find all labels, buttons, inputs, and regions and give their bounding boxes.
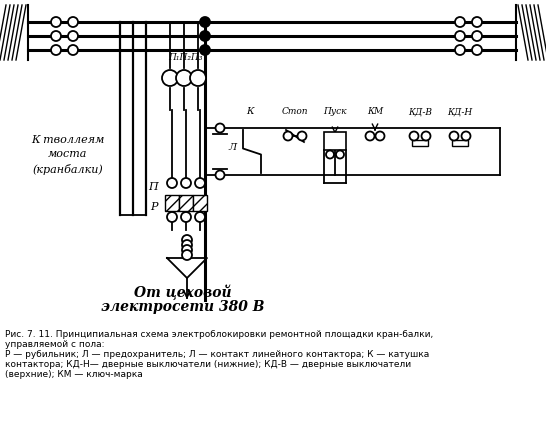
Text: Р: Р bbox=[151, 202, 158, 212]
Bar bbox=[324, 132, 346, 150]
Bar bbox=[165, 195, 179, 211]
Text: П₁П₂П₃: П₁П₂П₃ bbox=[168, 53, 203, 62]
Circle shape bbox=[200, 31, 210, 41]
Circle shape bbox=[455, 45, 465, 55]
Circle shape bbox=[472, 17, 482, 27]
Circle shape bbox=[449, 132, 459, 141]
Circle shape bbox=[336, 150, 344, 159]
Text: Пуск: Пуск bbox=[323, 107, 347, 116]
Circle shape bbox=[200, 45, 210, 55]
Circle shape bbox=[455, 17, 465, 27]
Text: контактора; КД-Н— дверные выключатели (нижние); КД-В — дверные выключатели: контактора; КД-Н— дверные выключатели (н… bbox=[5, 360, 411, 369]
Circle shape bbox=[162, 70, 178, 86]
Circle shape bbox=[326, 150, 334, 159]
Circle shape bbox=[68, 45, 78, 55]
Circle shape bbox=[195, 178, 205, 188]
Text: Стоп: Стоп bbox=[282, 107, 308, 116]
Text: (верхние); КМ — ключ-марка: (верхние); КМ — ключ-марка bbox=[5, 370, 143, 379]
Circle shape bbox=[167, 212, 177, 222]
Text: Р — рубильник; Л — предохранитель; Л — контакт линейного контактора; К — катушка: Р — рубильник; Л — предохранитель; Л — к… bbox=[5, 350, 429, 359]
Circle shape bbox=[68, 17, 78, 27]
Text: П: П bbox=[149, 182, 158, 192]
Circle shape bbox=[176, 70, 192, 86]
Circle shape bbox=[422, 132, 430, 141]
Circle shape bbox=[365, 132, 375, 141]
Circle shape bbox=[181, 212, 191, 222]
Circle shape bbox=[472, 31, 482, 41]
Text: К тволлеям
моста
(кранбалки): К тволлеям моста (кранбалки) bbox=[31, 135, 105, 175]
Circle shape bbox=[283, 132, 293, 141]
Circle shape bbox=[181, 178, 191, 188]
Text: КМ: КМ bbox=[367, 107, 383, 116]
Text: Л: Л bbox=[228, 143, 236, 152]
Circle shape bbox=[461, 132, 471, 141]
Circle shape bbox=[200, 17, 210, 27]
Circle shape bbox=[376, 132, 384, 141]
Circle shape bbox=[182, 245, 192, 255]
Text: От цеховой: От цеховой bbox=[134, 284, 232, 300]
Circle shape bbox=[51, 17, 61, 27]
Circle shape bbox=[195, 212, 205, 222]
Circle shape bbox=[182, 235, 192, 245]
Circle shape bbox=[216, 171, 224, 179]
Text: Рис. 7. 11. Принципиальная схема электроблокировки ремонтной площадки кран-балки: Рис. 7. 11. Принципиальная схема электро… bbox=[5, 330, 433, 339]
Bar bbox=[193, 195, 207, 211]
Circle shape bbox=[190, 70, 206, 86]
Text: К: К bbox=[246, 107, 254, 116]
Circle shape bbox=[216, 123, 224, 133]
Circle shape bbox=[182, 250, 192, 260]
Circle shape bbox=[298, 132, 306, 141]
Bar bbox=[412, 140, 428, 146]
Bar bbox=[452, 140, 468, 146]
Circle shape bbox=[455, 31, 465, 41]
Text: электросети 380 В: электросети 380 В bbox=[101, 300, 265, 314]
Text: КД-Н: КД-Н bbox=[447, 107, 473, 116]
Circle shape bbox=[182, 240, 192, 250]
Circle shape bbox=[167, 178, 177, 188]
Circle shape bbox=[51, 45, 61, 55]
Circle shape bbox=[51, 31, 61, 41]
Circle shape bbox=[472, 45, 482, 55]
Text: управляемой с пола:: управляемой с пола: bbox=[5, 340, 104, 349]
Text: КД-В: КД-В bbox=[408, 107, 432, 116]
Bar bbox=[179, 195, 193, 211]
Circle shape bbox=[68, 31, 78, 41]
Circle shape bbox=[410, 132, 418, 141]
